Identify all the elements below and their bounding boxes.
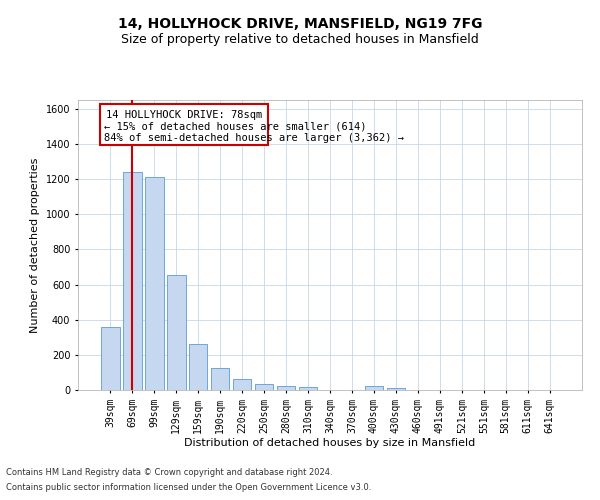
Text: Size of property relative to detached houses in Mansfield: Size of property relative to detached ho…: [121, 32, 479, 46]
Bar: [189, 344, 208, 390]
Text: 14, HOLLYHOCK DRIVE, MANSFIELD, NG19 7FG: 14, HOLLYHOCK DRIVE, MANSFIELD, NG19 7FG: [118, 18, 482, 32]
Text: Contains public sector information licensed under the Open Government Licence v3: Contains public sector information licen…: [6, 483, 371, 492]
Bar: [101, 326, 119, 390]
Bar: [100, 104, 268, 145]
Bar: [167, 275, 185, 390]
Bar: [211, 368, 229, 390]
Bar: [386, 388, 405, 390]
Text: 14 HOLLYHOCK DRIVE: 78sqm: 14 HOLLYHOCK DRIVE: 78sqm: [106, 110, 263, 120]
Bar: [365, 386, 383, 390]
Bar: [255, 384, 274, 390]
Text: ← 15% of detached houses are smaller (614): ← 15% of detached houses are smaller (61…: [104, 121, 366, 131]
Y-axis label: Number of detached properties: Number of detached properties: [30, 158, 40, 332]
Bar: [233, 378, 251, 390]
Bar: [145, 178, 164, 390]
Bar: [123, 172, 142, 390]
Text: Distribution of detached houses by size in Mansfield: Distribution of detached houses by size …: [184, 438, 476, 448]
Bar: [277, 386, 295, 390]
Text: Contains HM Land Registry data © Crown copyright and database right 2024.: Contains HM Land Registry data © Crown c…: [6, 468, 332, 477]
Text: 84% of semi-detached houses are larger (3,362) →: 84% of semi-detached houses are larger (…: [104, 132, 404, 142]
Bar: [299, 388, 317, 390]
